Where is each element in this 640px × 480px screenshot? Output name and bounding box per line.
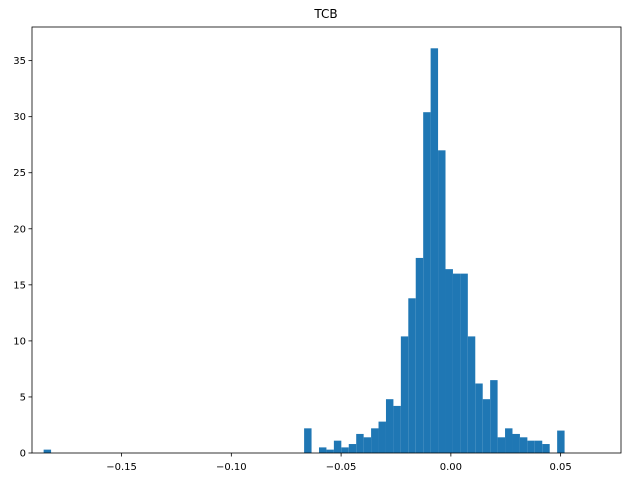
x-tick-label: −0.15 (106, 462, 137, 473)
y-tick-label: 10 (13, 336, 26, 347)
y-tick-label: 5 (20, 392, 26, 403)
y-axis: 0 5 10 15 20 25 30 35 (13, 56, 32, 460)
histogram-bar (326, 449, 334, 453)
x-tick-label: 0.05 (549, 462, 571, 473)
y-tick-label: 25 (13, 168, 26, 179)
y-tick-label: 30 (13, 112, 26, 123)
histogram-bar (467, 336, 476, 453)
histogram-bar (408, 298, 416, 453)
x-axis: −0.15 −0.10 −0.05 0.00 0.05 (106, 453, 572, 473)
histogram-bar (519, 437, 528, 453)
histogram-bar (385, 399, 394, 453)
histogram-bar (445, 269, 453, 453)
histogram-bar (452, 273, 461, 453)
histogram-bar (378, 421, 386, 453)
histogram-bar (43, 449, 52, 453)
histogram-bar (512, 433, 520, 453)
histogram-bar (423, 112, 431, 453)
histogram-bar (333, 440, 342, 453)
histogram-bar (348, 444, 357, 453)
histogram-bar (318, 447, 327, 453)
histogram-bar (505, 428, 513, 453)
histogram-bar (430, 48, 439, 454)
histogram-bar (542, 444, 550, 453)
histogram-bar (438, 150, 446, 453)
histogram-bar (393, 405, 401, 453)
x-tick-label: −0.10 (216, 462, 247, 473)
histogram-bar (497, 437, 506, 453)
axes-frame (31, 26, 622, 454)
histogram-bar (363, 437, 372, 453)
y-tick-label: 15 (13, 280, 26, 291)
histogram-bar (400, 336, 409, 453)
histogram-bar (475, 383, 483, 453)
y-tick-label: 0 (20, 449, 26, 460)
histogram-bar (415, 257, 424, 453)
x-tick-label: −0.05 (326, 462, 357, 473)
chart-title: TCB (313, 7, 337, 21)
bars-group (43, 48, 565, 454)
histogram-bar (527, 440, 535, 453)
histogram-bar (482, 399, 491, 453)
histogram-bar (460, 273, 468, 453)
x-tick-label: 0.00 (440, 462, 462, 473)
histogram-bar (490, 380, 498, 453)
histogram-bar (304, 428, 312, 453)
y-tick-label: 20 (13, 224, 26, 235)
histogram-bar (557, 430, 565, 453)
histogram-bar (356, 433, 364, 453)
histogram-bar (534, 440, 543, 453)
y-tick-label: 35 (13, 56, 26, 67)
histogram-bar (341, 447, 349, 453)
histogram-bar (371, 428, 379, 453)
